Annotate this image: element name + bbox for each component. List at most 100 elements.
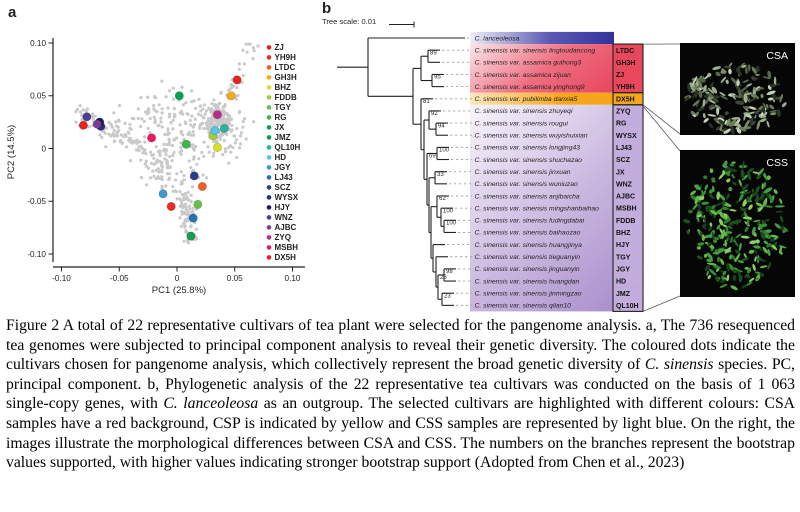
taxon-label: C. sinensis var. sinensis anjibaicha: [475, 193, 580, 200]
caption-italic-segment: C. lanceoleosa: [163, 395, 259, 413]
legend-label: ZJ: [275, 43, 284, 52]
taxon-label: C. sinensis var. pubilimba danxia5: [475, 96, 578, 103]
cultivar-code: RG: [616, 121, 627, 128]
bootstrap-value: 23: [444, 293, 451, 299]
legend-label: YH9H: [275, 53, 297, 62]
cultivar-code: MSBH: [616, 206, 637, 213]
legend-swatch: [266, 85, 272, 90]
legend-label: JGY: [275, 163, 292, 172]
code-cell: [613, 274, 643, 288]
taxon-label: C. sinensis var. assamica yinghong9: [475, 84, 585, 91]
bootstrap-value: 95: [434, 75, 441, 81]
code-cell: [613, 299, 643, 312]
pca-point-DX5H: [78, 120, 88, 130]
code-cell: [613, 104, 643, 117]
legend-swatch: [266, 185, 272, 190]
x-tick-label: -0.10: [52, 274, 71, 283]
taxon-label: C. sinensis var. sinensis mingshanbaihao: [475, 205, 600, 212]
y-tick-label: -0.10: [27, 250, 46, 259]
taxon-label: C. sinensis var. sinensis huangjinya: [475, 242, 583, 249]
pca-point-AJBC: [92, 119, 102, 129]
code-cell: [613, 129, 643, 142]
legend-swatch: [266, 255, 272, 260]
code-cell: [613, 117, 643, 130]
code-cell: [613, 287, 643, 300]
bootstrap-value: 89: [430, 50, 437, 56]
pca-point-RG: [181, 139, 191, 149]
code-cell: [613, 56, 643, 69]
y-tick-label: -0.05: [27, 197, 46, 206]
legend-swatch: [266, 175, 272, 180]
panel-b-label: b: [322, 0, 332, 17]
taxon-label: C. lanceoleosa: [475, 35, 520, 42]
taxa-rows: C. lanceoleosa C. sinensis var. sinensis …: [435, 35, 643, 312]
cultivar-code: YH9H: [616, 84, 635, 91]
taxon-label: C. sinensis var. sinensis rougui: [475, 120, 569, 127]
pca-point-WNZ: [82, 112, 92, 122]
cultivar-code: JMZ: [616, 291, 631, 298]
legend-label: LTDC: [275, 63, 296, 72]
pca-point-LJ43: [188, 213, 198, 223]
legend-swatch: [266, 205, 272, 210]
pca-legend: ZJYH9HLTDCGH3HBHZFDDBTGYRGJXJMZQL10HHDJG…: [266, 43, 301, 262]
cultivar-code: WYSX: [616, 133, 637, 140]
legend-label: ZYQ: [275, 233, 291, 242]
css-photo-label: CSS: [766, 157, 788, 169]
legend-swatch: [266, 225, 272, 230]
code-cell: [613, 177, 643, 190]
bootstrap-value: 100: [446, 220, 457, 226]
cultivar-code: JGY: [616, 267, 630, 274]
pca-scatter-panel: -0.10 -0.05 0 0.05 0.10 0.10 0.05 0 -0.05 -0.10 PC…: [6, 38, 305, 296]
code-cell: [613, 68, 643, 81]
taxon-label: C. sinensis var. sinensis zhuyeqi: [475, 108, 573, 115]
taxon-label: C. sinensis var. sinensis jinmingzao: [475, 291, 582, 298]
cultivar-points: [78, 75, 242, 241]
cultivar-code: JX: [616, 169, 625, 176]
pca-point-JX: [186, 231, 196, 241]
taxon-label: C. sinensis var. sinensis jinguanyin: [475, 266, 580, 273]
legend-label: JX: [275, 123, 285, 132]
y-tick-label: 0: [41, 144, 46, 153]
bootstrap-value: 92: [431, 111, 438, 117]
code-cell: [613, 250, 643, 263]
cultivar-code: QL10H: [616, 303, 639, 310]
csa-photo: CSA: [680, 43, 795, 135]
x-tick-label: 0.10: [285, 274, 301, 283]
panel-a-label: a: [8, 4, 17, 21]
bootstrap-value: 100: [439, 148, 450, 154]
group-band-outgroup: [470, 31, 614, 45]
legend-label: SCZ: [275, 183, 291, 192]
legend-label: DX5H: [275, 253, 297, 262]
taxon-label: C. sinensis var. sinensis longjing43: [475, 145, 581, 152]
legend-label: BHZ: [275, 83, 292, 92]
cultivar-code: HJY: [616, 242, 630, 249]
legend-swatch: [266, 115, 272, 120]
legend-swatch: [266, 145, 272, 150]
legend-label: GH3H: [275, 73, 297, 82]
code-cell: [613, 262, 643, 275]
legend-label: JMZ: [275, 133, 291, 142]
cultivar-code: AJBC: [616, 194, 635, 201]
bootstrap-value: 94: [438, 123, 445, 129]
cultivar-code: ZYQ: [616, 109, 631, 116]
legend-swatch: [266, 195, 272, 200]
legend-swatch: [266, 165, 272, 170]
pca-point-TGY: [193, 199, 203, 209]
css-photo: CSS: [680, 150, 795, 297]
x-tick-label: 0: [175, 274, 180, 283]
pca-point-QL10H: [219, 124, 229, 134]
legend-label: HJY: [275, 203, 291, 212]
cultivar-code: LTDC: [616, 48, 634, 55]
csa-photo-label: CSA: [766, 50, 788, 62]
bootstrap-value: 69: [429, 154, 436, 160]
taxon-label: C. sinensis var. assamica guihong3: [475, 60, 582, 67]
cultivar-code: FDDB: [616, 218, 635, 225]
legend-swatch: [266, 65, 272, 70]
taxon-label: C. sinensis var. sinensis fudingdabai: [475, 218, 585, 225]
cultivar-code: DX5H: [616, 96, 635, 103]
code-box-css: [612, 104, 644, 312]
figure-caption: Figure 2 A total of 22 representative cu…: [6, 316, 795, 473]
pca-point-ZYQ: [212, 110, 222, 120]
